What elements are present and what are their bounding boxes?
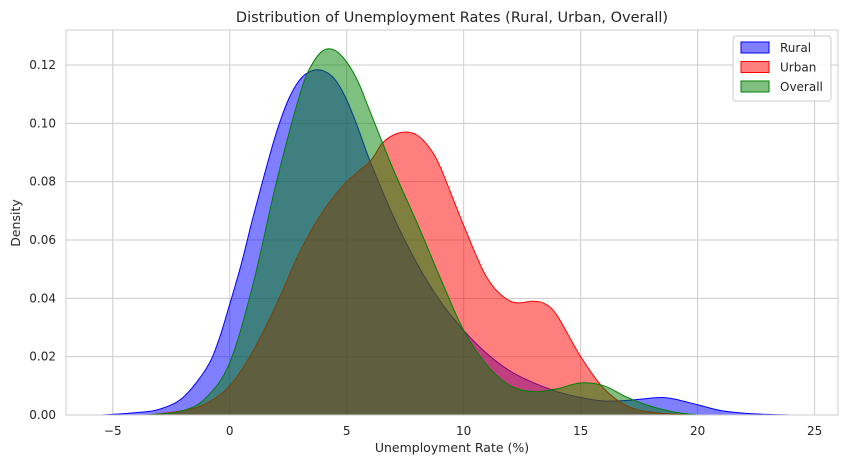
overall-density-area [147,48,698,416]
y-axis-ticks: 0.00 0.02 0.04 0.06 0.08 0.10 0.12 [29,58,56,422]
plot-frame [65,29,839,416]
x-tick-label: 10 [456,424,471,438]
series-layer [101,48,792,416]
x-tick-label: −5 [104,424,122,438]
y-tick-label: 0.06 [29,233,56,247]
y-tick-label: 0.10 [29,116,56,130]
legend: Rural Urban Overall [732,35,832,102]
x-tick-label: 5 [343,424,351,438]
overall-density-line [147,48,698,416]
x-axis-ticks: −5 0 5 10 15 20 25 [104,424,822,438]
x-tick-label: 0 [226,424,234,438]
legend-label-urban: Urban [780,61,816,75]
y-tick-label: 0.12 [29,58,56,72]
x-axis-label: Unemployment Rate (%) [375,440,529,455]
x-tick-label: 20 [690,424,705,438]
y-axis-label: Density [8,199,23,247]
legend-label-overall: Overall [780,80,823,94]
y-tick-label: 0.04 [29,291,56,305]
y-tick-label: 0.02 [29,350,56,364]
y-tick-label: 0.00 [29,408,56,422]
x-tick-label: 25 [807,424,822,438]
chart-title: Distribution of Unemployment Rates (Rura… [236,10,668,26]
legend-swatch-urban [740,61,770,73]
y-tick-label: 0.08 [29,175,56,189]
x-tick-label: 15 [573,424,588,438]
legend-label-rural: Rural [780,41,811,55]
legend-swatch-overall [740,80,770,93]
legend-swatch-rural [740,41,770,54]
